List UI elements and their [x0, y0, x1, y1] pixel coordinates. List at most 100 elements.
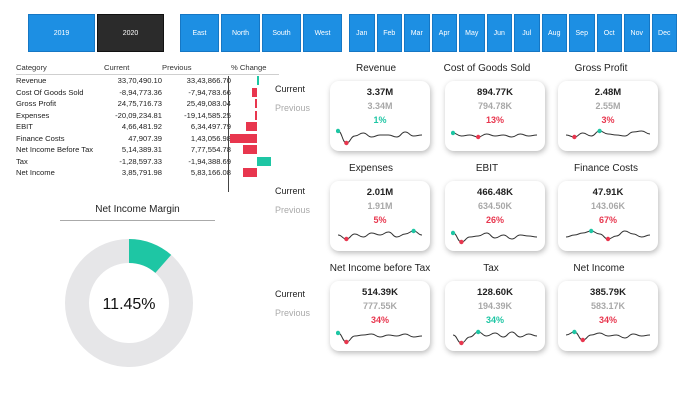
row-category: Net Income	[16, 168, 55, 178]
kpi-card-revenue[interactable]: 3.37M 3.34M 1%	[330, 81, 430, 151]
month-mar-button[interactable]: Mar	[404, 14, 430, 52]
header-category[interactable]: Category	[16, 60, 104, 75]
kpi-card-gross-profit[interactable]: 2.48M 2.55M 3%	[558, 81, 658, 151]
sparkline-high-point	[597, 128, 602, 134]
row-previous: 6,34,497.79	[190, 122, 231, 132]
row-change-cell	[231, 75, 279, 87]
month-apr-button[interactable]: Apr	[431, 14, 457, 52]
card-title-tax: Tax	[483, 263, 499, 274]
card-previous-value: 1.91M	[367, 201, 393, 211]
card-current-value: 466.48K	[477, 187, 513, 198]
kpi-card-net-income-before-tax[interactable]: 514.39K 777.55K 34%	[330, 281, 430, 351]
card-previous-value: 2.55M	[595, 101, 621, 111]
region-south-button[interactable]: South	[262, 14, 301, 52]
kpi-card-finance-costs[interactable]: 47.91K 143.06K 67%	[558, 181, 658, 251]
row-current: 3,85,791.98	[121, 168, 162, 178]
card-previous-value: 794.78K	[477, 101, 513, 111]
region-north-button[interactable]: North	[221, 14, 260, 52]
month-nov-button[interactable]: Nov	[624, 14, 650, 52]
sparkline-low-point	[459, 340, 464, 346]
row-current: -1,28,597.33	[119, 156, 162, 166]
sparkline-low-point	[344, 339, 349, 345]
kpi-card-cogs[interactable]: 894.77K 794.78K 13%	[445, 81, 545, 151]
pl-table: Category Current Previous % Change Reven…	[16, 60, 279, 179]
sparkline-low-point	[459, 239, 464, 245]
change-bar	[243, 145, 257, 154]
sparkline-low-point	[605, 236, 611, 242]
row-change-cell	[231, 144, 279, 156]
card-previous-value: 3.34M	[367, 101, 393, 111]
card-previous-value: 143.06K	[590, 201, 626, 211]
row-change-cell	[231, 121, 279, 133]
month-dec-button[interactable]: Dec	[651, 14, 677, 52]
row-label-previous: Previous	[275, 308, 311, 318]
row-category: Gross Profit	[16, 99, 57, 109]
row-label-current: Current	[275, 186, 306, 196]
table-row: Tax -1,28,597.33 -1,94,388.69	[16, 156, 279, 168]
month-oct-button[interactable]: Oct	[596, 14, 622, 52]
header-current[interactable]: Current	[104, 60, 162, 75]
month-jul-button[interactable]: Jul	[514, 14, 540, 52]
table-row: Expenses -20,09,234.81 -19,14,585.25	[16, 110, 279, 122]
year-2020-button[interactable]: 2020	[97, 14, 164, 52]
region-west-button[interactable]: West	[303, 14, 342, 52]
card-change-pct: 34%	[485, 315, 504, 325]
kpi-card-tax[interactable]: 128.60K 194.39K 34%	[445, 281, 545, 351]
kpi-card-expenses[interactable]: 2.01M 1.91M 5%	[330, 181, 430, 251]
sparkline-low-point	[572, 134, 577, 140]
row-change-cell	[231, 87, 279, 99]
card-sparkline	[451, 130, 538, 140]
net-income-margin-title: Net Income Margin	[60, 204, 215, 221]
row-category: EBIT	[16, 122, 33, 132]
month-may-button[interactable]: May	[459, 14, 485, 52]
card-change-pct: 1%	[373, 115, 387, 125]
header-previous[interactable]: Previous	[162, 60, 231, 75]
card-change-pct: 5%	[373, 215, 387, 225]
row-label-previous: Previous	[275, 103, 311, 113]
change-bar	[246, 122, 257, 131]
donut-value-label: 11.45%	[102, 296, 155, 313]
table-row: EBIT 4,66,481.92 6,34,497.79	[16, 121, 279, 133]
sparkline-low-point	[476, 134, 481, 140]
row-previous: -1,94,388.69	[188, 156, 231, 166]
kpi-card-net-income[interactable]: 385.79K 583.17K 34%	[558, 281, 658, 351]
kpi-card-ebit[interactable]: 466.48K 634.50K 26%	[445, 181, 545, 251]
month-feb-button[interactable]: Feb	[376, 14, 402, 52]
table-row: Cost Of Goods Sold -8,94,773.36 -7,94,78…	[16, 87, 279, 99]
change-bar	[257, 76, 259, 85]
year-2019-button[interactable]: 2019	[28, 14, 95, 52]
month-sep-button[interactable]: Sep	[569, 14, 595, 52]
row-previous: 25,49,083.04	[186, 99, 231, 109]
card-previous-value: 583.17K	[590, 301, 626, 311]
change-bar	[243, 168, 257, 177]
change-bar	[255, 110, 257, 120]
card-sparkline	[452, 329, 538, 346]
row-category: Net Income Before Tax	[16, 145, 94, 155]
card-current-value: 385.79K	[590, 287, 626, 298]
region-east-button[interactable]: East	[180, 14, 219, 52]
month-aug-button[interactable]: Aug	[541, 14, 567, 52]
donut-value-arc	[128, 239, 172, 274]
month-jun-button[interactable]: Jun	[486, 14, 512, 52]
card-title-net-income: Net Income	[573, 263, 625, 274]
header-change[interactable]: % Change	[231, 60, 279, 75]
table-row: Gross Profit 24,75,716.73 25,49,083.04	[16, 98, 279, 110]
row-category: Expenses	[16, 110, 50, 120]
month-slicer: Jan Feb Mar Apr May Jun Jul Aug Sep Oct …	[349, 14, 677, 52]
card-previous-value: 194.39K	[477, 301, 513, 311]
sparkline-low-point	[344, 236, 349, 242]
card-current-value: 2.48M	[594, 87, 622, 98]
net-income-margin-donut: 11.45%	[65, 239, 193, 367]
row-change-cell	[230, 133, 279, 145]
row-previous: 7,77,554.78	[190, 145, 231, 155]
sparkline-line	[452, 132, 538, 138]
sparkline-line	[337, 230, 423, 240]
card-change-pct: 26%	[485, 215, 504, 225]
change-bar	[230, 133, 257, 143]
table-row: Net Income Before Tax 5,14,389.31 7,77,5…	[16, 144, 279, 156]
sparkline-high-point	[336, 128, 341, 134]
row-previous: -7,94,783.66	[188, 87, 231, 97]
card-sparkline	[336, 330, 423, 345]
sparkline-low-point	[344, 140, 349, 146]
month-jan-button[interactable]: Jan	[349, 14, 375, 52]
